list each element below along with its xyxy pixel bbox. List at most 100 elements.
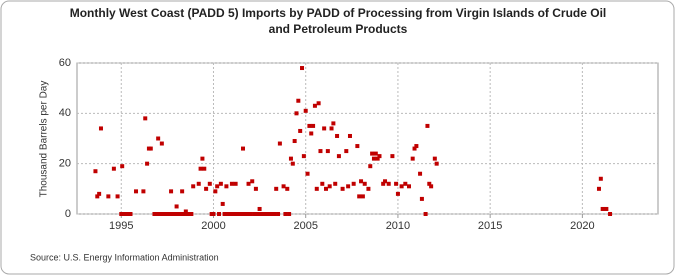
point	[215, 184, 220, 189]
point	[169, 189, 174, 194]
point	[255, 212, 260, 216]
point	[257, 206, 262, 211]
x-tick-label: 1995	[109, 220, 133, 232]
point	[383, 179, 388, 184]
point	[198, 166, 203, 171]
point	[418, 171, 423, 176]
point	[231, 212, 236, 216]
point	[346, 184, 351, 189]
point	[143, 116, 148, 121]
point	[288, 156, 293, 161]
point	[287, 212, 292, 216]
x-tick-label: 2010	[386, 220, 410, 232]
point	[335, 133, 340, 138]
point	[196, 181, 201, 186]
y-tick-label: 0	[65, 208, 71, 220]
point	[276, 212, 281, 216]
point	[331, 121, 336, 126]
point	[156, 136, 161, 141]
point	[311, 123, 316, 128]
point	[252, 212, 257, 216]
point	[371, 156, 376, 161]
point	[324, 186, 328, 191]
point	[366, 186, 371, 191]
point	[218, 181, 223, 186]
point	[322, 126, 327, 131]
point	[98, 126, 103, 131]
point	[202, 166, 207, 171]
point	[220, 201, 225, 206]
point	[355, 144, 360, 149]
x-tick-label: 2020	[570, 220, 594, 232]
point	[598, 176, 603, 181]
point	[419, 196, 424, 201]
point	[277, 141, 282, 146]
point	[111, 166, 116, 171]
point	[344, 149, 349, 154]
point	[141, 189, 146, 194]
point	[229, 181, 234, 186]
point	[241, 146, 245, 151]
point	[158, 212, 162, 216]
point	[93, 169, 98, 174]
point	[425, 123, 430, 128]
x-tick-label: 2000	[201, 220, 225, 232]
point	[395, 191, 400, 196]
point	[213, 189, 218, 194]
y-axis-label: Thousand Barrels per Day	[39, 81, 50, 198]
point	[250, 179, 255, 184]
point	[95, 194, 100, 199]
point	[320, 181, 325, 186]
point	[604, 206, 609, 211]
point	[134, 189, 139, 194]
point	[106, 194, 111, 199]
point	[429, 184, 434, 189]
chart-title: and Petroleum Products	[269, 22, 408, 36]
point	[434, 161, 439, 166]
point	[351, 181, 356, 186]
point	[329, 126, 334, 131]
point	[403, 181, 408, 186]
point	[239, 212, 244, 216]
point	[174, 204, 179, 209]
point	[292, 139, 297, 144]
point	[274, 186, 279, 191]
point	[296, 98, 301, 103]
y-tick-label: 40	[59, 107, 71, 119]
point	[305, 171, 310, 176]
point	[154, 212, 159, 216]
point	[300, 66, 305, 71]
point	[181, 212, 186, 216]
point	[290, 161, 295, 166]
point	[303, 108, 308, 113]
point	[233, 181, 238, 186]
point	[336, 154, 341, 159]
point	[253, 186, 258, 191]
point	[370, 151, 375, 156]
point	[294, 111, 299, 116]
point	[386, 181, 391, 186]
x-tick-label: 2005	[293, 220, 317, 232]
point	[167, 212, 172, 216]
point	[399, 184, 404, 189]
point	[128, 212, 133, 216]
point	[412, 146, 417, 151]
point	[200, 156, 205, 161]
point	[407, 184, 411, 189]
point	[272, 212, 277, 216]
point	[596, 186, 601, 191]
point	[375, 156, 380, 161]
point	[189, 212, 194, 216]
point	[390, 154, 395, 159]
point	[333, 181, 338, 186]
point	[327, 184, 332, 189]
point	[600, 206, 605, 211]
point	[312, 103, 317, 108]
point	[309, 131, 314, 136]
point	[244, 212, 249, 216]
point	[211, 212, 216, 216]
point	[432, 156, 437, 161]
point	[183, 209, 188, 214]
point	[285, 186, 290, 191]
